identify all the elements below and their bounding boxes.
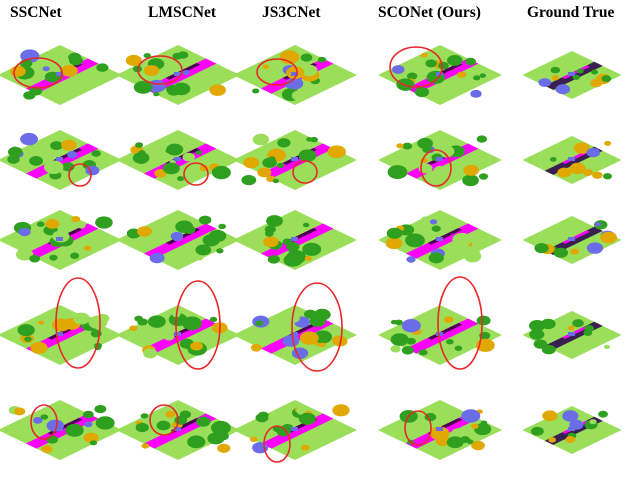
highlight-circle: [292, 160, 318, 184]
highlight-circle: [404, 410, 432, 446]
highlight-circle: [30, 404, 58, 440]
column-header-sconet: SCONet (Ours): [378, 4, 481, 21]
scene-r3-c1: [0, 210, 122, 270]
scene-r4-c2: [116, 280, 240, 370]
highlight-circle: [291, 282, 343, 372]
scene-r5-c3: [233, 400, 357, 463]
highlight-circle: [183, 162, 209, 186]
scene-r4-c3: [233, 282, 357, 372]
highlight-circle: [137, 55, 183, 85]
highlight-circle: [55, 277, 101, 369]
column-header-sscnet: SSCNet: [10, 4, 62, 21]
scene-r2-c4: [378, 130, 502, 190]
scene-r1-c5: [522, 51, 622, 99]
column-header-lmscnet: LMSCNet: [148, 4, 217, 21]
scene-r2-c2: [116, 130, 240, 190]
scene-r5-c2: [116, 400, 240, 460]
scene-r2-c1: [0, 130, 122, 190]
scene-r5-c1: [0, 400, 122, 460]
scene-r3-c3: [233, 210, 357, 270]
highlight-circle: [256, 58, 298, 86]
scene-r1-c2: [116, 45, 240, 105]
highlight-circle: [420, 149, 452, 187]
highlight-circle: [437, 276, 483, 370]
column-header-ground-truth: Ground True: [527, 4, 615, 21]
highlight-circle: [389, 46, 443, 88]
highlight-circle: [13, 57, 63, 89]
highlight-circle: [263, 425, 291, 463]
scene-r3-c4: [378, 210, 502, 270]
scene-r4-c1: [0, 277, 122, 369]
scene-r3-c2: [116, 210, 240, 270]
highlight-circle: [68, 163, 92, 187]
scene-r2-c5: [522, 136, 622, 184]
scene-r1-c3: [233, 45, 357, 105]
scene-r1-c1: [0, 45, 122, 105]
highlight-circle: [149, 404, 179, 436]
scene-r1-c4: [378, 45, 502, 105]
scene-r2-c3: [233, 130, 357, 190]
scene-r5-c4: [378, 400, 502, 460]
scene-r3-c5: [522, 216, 622, 264]
scene-r4-c5: [522, 311, 622, 359]
highlight-circle: [175, 280, 221, 370]
scene-r4-c4: [378, 276, 502, 370]
scene-r5-c5: [522, 406, 622, 454]
column-header-js3cnet: JS3CNet: [262, 4, 321, 21]
